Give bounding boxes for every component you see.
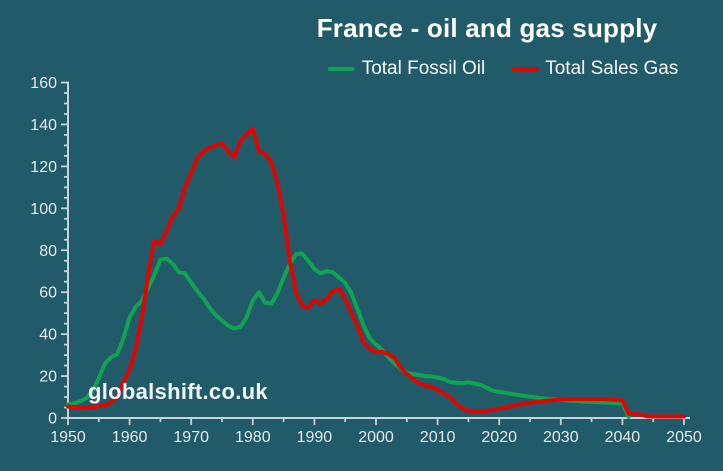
chart-legend: Total Fossil Oil Total Sales Gas: [327, 58, 678, 80]
y-ticks: [61, 81, 68, 419]
legend-item-total-fossil-oil: Total Fossil Oil: [327, 58, 486, 80]
x-tick-label: 1980: [235, 429, 271, 446]
x-tick-label: 2000: [358, 429, 394, 446]
series-line-total-fossil-oil: [66, 251, 631, 419]
y-tick-label: 140: [30, 117, 57, 134]
watermark-globalshift: globalshift.co.uk: [88, 379, 268, 404]
y-tick-label: 0: [48, 411, 57, 428]
y-tick-label: 20: [39, 369, 57, 386]
chart-title: France - oil and gas supply: [316, 13, 658, 43]
x-tick-label: 1970: [173, 429, 209, 446]
y-tick-label: 160: [30, 75, 57, 92]
legend-item-total-sales-gas: Total Sales Gas: [511, 58, 678, 80]
x-tick-label: 2030: [543, 429, 579, 446]
axes: [67, 81, 690, 419]
legend-swatch-red: [511, 67, 539, 71]
x-tick-label: 2010: [420, 429, 456, 446]
x-tick-label: 1960: [112, 429, 148, 446]
legend-swatch-green: [327, 67, 355, 71]
series-total-fossil-oil: [66, 251, 631, 419]
x-ticks: [67, 418, 685, 425]
series-line-total-sales-gas: [66, 126, 686, 419]
legend-label: Total Fossil Oil: [361, 58, 486, 79]
y-tick-label: 100: [30, 201, 57, 218]
y-tick-label: 120: [30, 159, 57, 176]
legend-label: Total Sales Gas: [545, 58, 679, 79]
x-tick-label: 1950: [50, 429, 86, 446]
x-tick-label: 2020: [481, 429, 517, 446]
x-tick-label: 2050: [666, 429, 702, 446]
series-total-sales-gas: [66, 126, 686, 419]
y-tick-label: 80: [39, 243, 57, 260]
y-tick-label: 60: [39, 285, 57, 302]
x-tick-label: 2040: [605, 429, 641, 446]
x-tick-label: 1990: [297, 429, 333, 446]
y-tick-label: 40: [39, 327, 57, 344]
